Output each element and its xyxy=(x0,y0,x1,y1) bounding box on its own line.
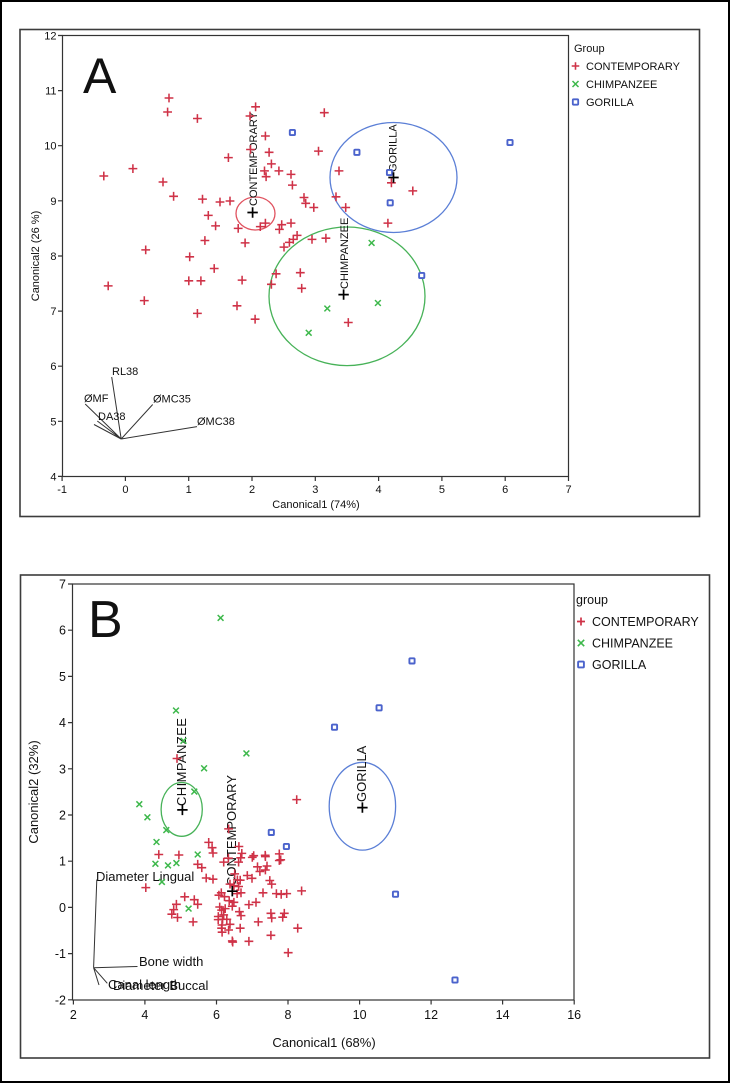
svg-text:CONTEMPORARY: CONTEMPORARY xyxy=(586,61,681,73)
svg-text:7: 7 xyxy=(50,306,56,318)
svg-text:4: 4 xyxy=(141,1008,148,1022)
svg-text:9: 9 xyxy=(50,196,56,208)
svg-text:A: A xyxy=(83,48,117,104)
svg-text:6: 6 xyxy=(213,1008,220,1022)
svg-text:GORILLA: GORILLA xyxy=(586,97,634,109)
svg-text:B: B xyxy=(88,591,123,649)
svg-text:ØMF: ØMF xyxy=(84,393,109,405)
svg-text:8: 8 xyxy=(50,251,56,263)
svg-text:Canonical1 (74%): Canonical1 (74%) xyxy=(272,499,359,511)
svg-text:7: 7 xyxy=(59,578,66,592)
svg-text:1: 1 xyxy=(186,484,192,496)
svg-text:group: group xyxy=(576,593,608,607)
svg-text:10: 10 xyxy=(44,141,56,153)
svg-text:0: 0 xyxy=(59,901,66,915)
svg-text:GORILLA: GORILLA xyxy=(388,124,400,172)
svg-text:6: 6 xyxy=(502,484,508,496)
svg-text:4: 4 xyxy=(376,484,382,496)
svg-text:8: 8 xyxy=(285,1008,292,1022)
svg-text:2: 2 xyxy=(249,484,255,496)
svg-text:Diameter Buccal: Diameter Buccal xyxy=(113,978,208,993)
svg-text:CONTEMPORARY: CONTEMPORARY xyxy=(224,775,239,886)
svg-text:6: 6 xyxy=(59,624,66,638)
svg-text:DA38: DA38 xyxy=(98,411,126,423)
svg-text:3: 3 xyxy=(312,484,318,496)
svg-text:5: 5 xyxy=(59,670,66,684)
svg-text:CHIMPANZEE: CHIMPANZEE xyxy=(339,218,351,289)
svg-text:CONTEMPORARY: CONTEMPORARY xyxy=(248,111,260,206)
svg-text:Group: Group xyxy=(574,43,605,55)
svg-text:Canonical1 (68%): Canonical1 (68%) xyxy=(272,1035,375,1050)
svg-text:12: 12 xyxy=(424,1008,438,1022)
svg-text:14: 14 xyxy=(496,1008,510,1022)
svg-text:Bone width: Bone width xyxy=(139,954,203,969)
svg-text:4: 4 xyxy=(59,716,66,730)
svg-text:2: 2 xyxy=(70,1008,77,1022)
svg-text:CHIMPANZEE: CHIMPANZEE xyxy=(592,637,673,651)
svg-text:GORILLA: GORILLA xyxy=(592,658,647,672)
svg-text:-1: -1 xyxy=(55,947,66,961)
svg-text:5: 5 xyxy=(50,416,56,428)
svg-text:RL38: RL38 xyxy=(112,366,138,378)
svg-text:ØMC35: ØMC35 xyxy=(153,394,191,406)
svg-text:Canonical2 (26 %): Canonical2 (26 %) xyxy=(30,211,42,302)
svg-text:7: 7 xyxy=(565,484,571,496)
svg-text:4: 4 xyxy=(50,471,56,483)
svg-text:Canal length: Canal length xyxy=(108,977,181,992)
svg-text:3: 3 xyxy=(59,762,66,776)
svg-text:ØMC38: ØMC38 xyxy=(197,416,235,428)
svg-text:6: 6 xyxy=(50,361,56,373)
svg-text:11: 11 xyxy=(45,86,56,98)
svg-text:0: 0 xyxy=(122,484,128,496)
svg-text:5: 5 xyxy=(439,484,445,496)
svg-text:-2: -2 xyxy=(55,993,66,1007)
svg-text:10: 10 xyxy=(353,1008,367,1022)
svg-text:2: 2 xyxy=(59,809,66,823)
svg-text:12: 12 xyxy=(44,31,56,43)
svg-text:Canonical2 (32%): Canonical2 (32%) xyxy=(26,740,41,843)
svg-text:Diameter Lingual: Diameter Lingual xyxy=(96,869,194,884)
svg-text:-1: -1 xyxy=(57,484,67,496)
svg-text:16: 16 xyxy=(567,1008,581,1022)
svg-text:1: 1 xyxy=(59,855,66,869)
svg-text:CONTEMPORARY: CONTEMPORARY xyxy=(592,615,699,629)
svg-text:CHIMPANZEE: CHIMPANZEE xyxy=(586,79,657,91)
svg-text:GORILLA: GORILLA xyxy=(354,745,369,802)
